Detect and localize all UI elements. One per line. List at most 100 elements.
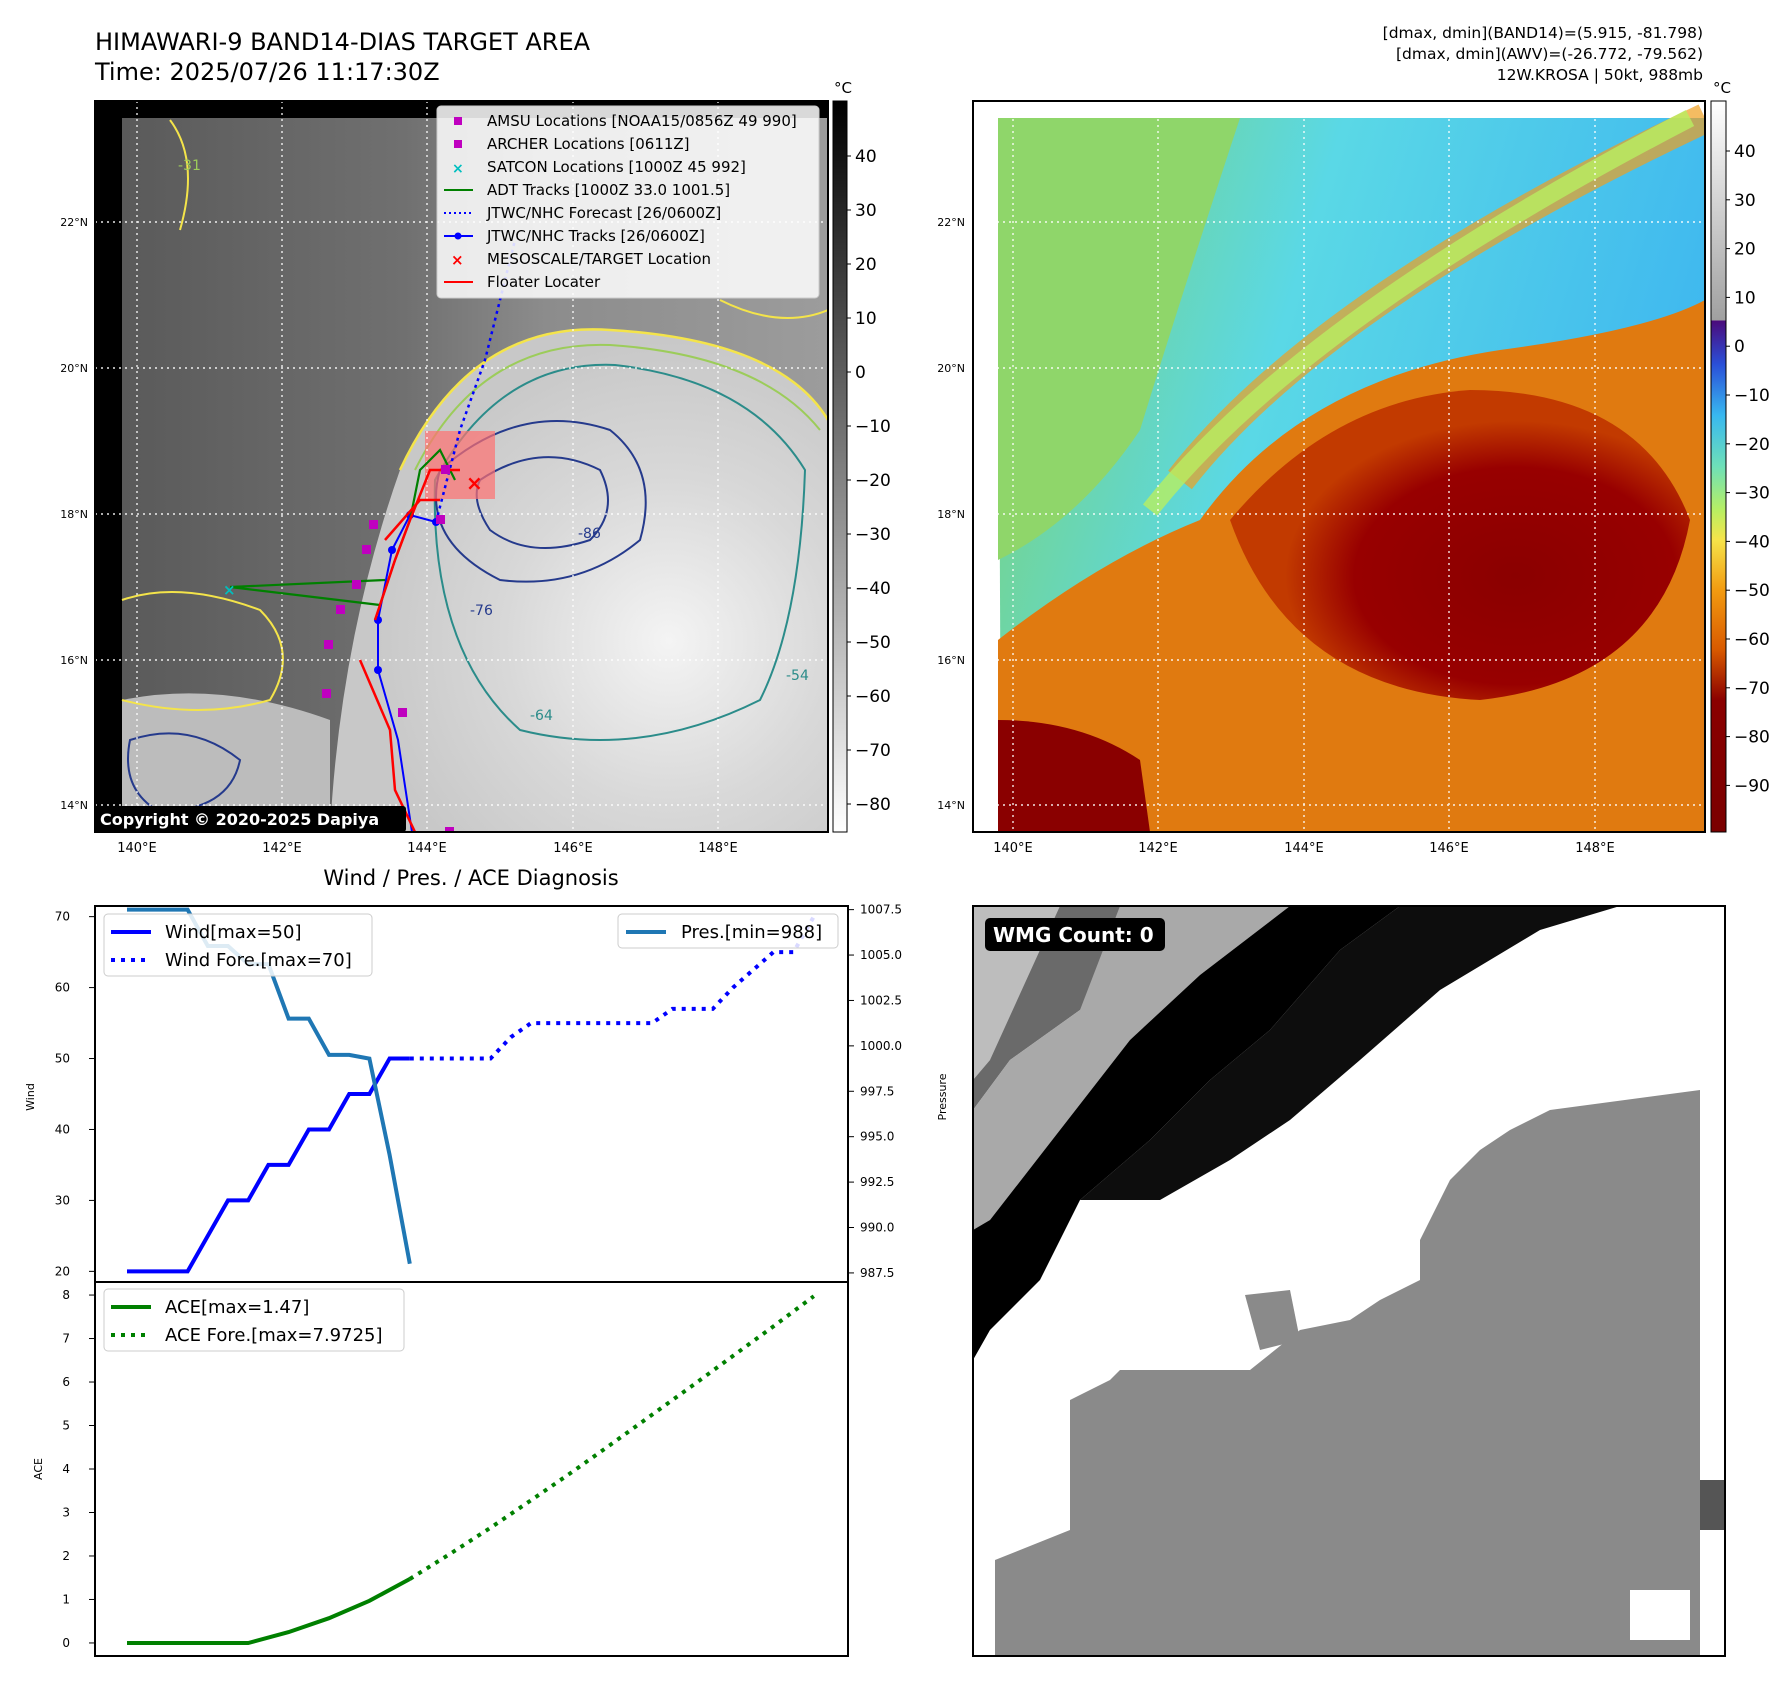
ace-axis-tick-label: 5 [62, 1419, 70, 1433]
figure-time: Time: 2025/07/26 11:17:30Z [94, 58, 440, 86]
pressure-axis-label: Pressure [936, 1073, 949, 1120]
target-marker: × [466, 471, 483, 495]
gray-colorbar-label: −50 [855, 633, 891, 653]
stats-awv: [dmax, dmin](AWV)=(-26.772, -79.562) [1396, 45, 1703, 63]
svg-text:140°E: 140°E [993, 841, 1033, 856]
gray-colorbar-label: −60 [855, 687, 891, 707]
satcon-marker: × [223, 581, 236, 599]
wind-axis-tick-label: 60 [55, 981, 70, 995]
color-colorbar-label: −70 [1734, 679, 1770, 699]
legend-entry-adt: ADT Tracks [1000Z 33.0 1001.5] [444, 181, 730, 199]
gray-colorbar-label: −20 [855, 471, 891, 491]
svg-text:148°E: 148°E [698, 841, 738, 856]
diagnosis-title: Wind / Pres. / ACE Diagnosis [323, 866, 618, 890]
legend-entry-satcon: × SATCON Locations [1000Z 45 992] [452, 158, 746, 177]
color-colorbar-label: 20 [1734, 240, 1756, 260]
gray-colorbar-label: 20 [855, 255, 877, 275]
svg-text:ARCHER Locations [0611Z]: ARCHER Locations [0611Z] [487, 135, 690, 153]
svg-text:144°E: 144°E [1284, 841, 1324, 856]
left-map-lon-labels: 140°E 142°E 144°E 146°E 148°E [117, 841, 738, 856]
svg-text:×: × [451, 251, 464, 269]
svg-text:146°E: 146°E [1429, 841, 1469, 856]
ace-axis-label: ACE [32, 1458, 45, 1480]
wmg-panel: WMG Count: 0 [973, 906, 1725, 1656]
gray-colorbar-label: −80 [855, 795, 891, 815]
legend-wind-forecast: Wind Fore.[max=70] [165, 950, 352, 971]
svg-text:°C: °C [834, 79, 852, 97]
contour-label: -64 [530, 708, 553, 724]
right-map-lat-labels: 22°N 20°N 18°N 16°N 14°N [937, 216, 965, 812]
pressure-axis-tick-label: 1000.0 [860, 1039, 902, 1053]
copyright-box [95, 806, 406, 832]
contour-label: -86 [578, 526, 601, 542]
gray-colorbar: °C 40 30 20 10 0 −10 −20 −30 −40 −50 −60 −70 −80 [832, 79, 891, 833]
ace-legend: ACE[max=1.47] ACE Fore.[max=7.9725] [103, 1288, 405, 1352]
ace-axis-tick-label: 4 [62, 1462, 70, 1476]
gray-colorbar-label: 0 [855, 363, 866, 383]
pressure-axis-tick-label: 990.0 [860, 1221, 894, 1235]
svg-text:Floater Locater: Floater Locater [487, 273, 601, 291]
map-legend: AMSU Locations [NOAA15/0856Z 49 990] ARC… [436, 105, 820, 299]
svg-text:×: × [452, 161, 464, 177]
svg-text:JTWC/NHC Tracks [26/0600Z]: JTWC/NHC Tracks [26/0600Z] [486, 227, 705, 245]
ace-chart: 0 1 2 3 4 5 6 7 8 ACE ACE[max=1.47] ACE Fore.[ma… [32, 1281, 849, 1657]
legend-entry-jtwc-forecast: JTWC/NHC Forecast [26/0600Z] [444, 204, 721, 222]
gray-colorbar-label: 30 [855, 201, 877, 221]
contour-label: -76 [470, 603, 493, 619]
legend-ace-forecast: ACE Fore.[max=7.9725] [165, 1325, 383, 1346]
wind-axis-tick-label: 40 [55, 1122, 70, 1136]
wind-pressure-chart: 20 30 40 50 60 70 1007.5 1005.0 1002.5 1000.0 997… [24, 903, 949, 1283]
svg-text:JTWC/NHC Forecast [26/0600Z]: JTWC/NHC Forecast [26/0600Z] [486, 204, 721, 222]
gray-colorbar-label: −30 [855, 525, 891, 545]
color-colorbar-label: −60 [1734, 630, 1770, 650]
svg-text:140°E: 140°E [117, 841, 157, 856]
legend-entry-jtwc-tracks: JTWC/NHC Tracks [26/0600Z] [444, 227, 705, 245]
svg-text:142°E: 142°E [262, 841, 302, 856]
pressure-axis-tick-label: 1007.5 [860, 903, 902, 917]
pressure-axis-tick-label: 995.0 [860, 1130, 894, 1144]
pressure-axis-tick-label: 1002.5 [860, 993, 902, 1007]
wmg-count: WMG Count: 0 [993, 923, 1154, 947]
svg-text:20°N: 20°N [937, 362, 965, 375]
legend-wind: Wind[max=50] [165, 922, 302, 943]
wind-series-1 [409, 915, 816, 1061]
wind-axis-tick-label: 70 [55, 910, 70, 924]
figure-title: HIMAWARI-9 BAND14-DIAS TARGET AREA [95, 28, 591, 56]
storm-info: 12W.KROSA | 50kt, 988mb [1497, 66, 1703, 84]
color-colorbar-label: −40 [1734, 532, 1770, 552]
svg-text:22°N: 22°N [937, 216, 965, 229]
svg-text:°C: °C [1713, 79, 1731, 97]
svg-text:146°E: 146°E [553, 841, 593, 856]
svg-text:18°N: 18°N [937, 508, 965, 521]
contour-label: -54 [786, 668, 809, 684]
color-colorbar-label: 10 [1734, 288, 1756, 308]
ace-axis-tick-label: 3 [62, 1505, 70, 1519]
legend-entry-amsu: AMSU Locations [NOAA15/0856Z 49 990] [454, 112, 797, 130]
pressure-legend: Pres.[min=988] [617, 913, 839, 949]
svg-text:ADT Tracks [1000Z 33.0 1001.5]: ADT Tracks [1000Z 33.0 1001.5] [487, 181, 730, 199]
left-map-lat-labels: 22°N 20°N 18°N 16°N 14°N [60, 216, 88, 812]
svg-text:22°N: 22°N [60, 216, 88, 229]
color-colorbar-label: −90 [1734, 776, 1770, 796]
legend-pressure: Pres.[min=988] [681, 922, 822, 943]
svg-text:AMSU Locations [NOAA15/0856Z 4: AMSU Locations [NOAA15/0856Z 49 990] [487, 112, 797, 130]
svg-text:18°N: 18°N [60, 508, 88, 521]
legend-entry-floater: Floater Locater [444, 273, 601, 291]
svg-text:20°N: 20°N [60, 362, 88, 375]
svg-text:14°N: 14°N [60, 799, 88, 812]
legend-entry-archer: ARCHER Locations [0611Z] [454, 135, 690, 153]
pressure-axis-tick-label: 987.5 [860, 1266, 894, 1280]
svg-text:16°N: 16°N [60, 654, 88, 667]
awv-map [973, 101, 1705, 832]
pressure-axis-tick-label: 1005.0 [860, 948, 902, 962]
legend-entry-target: × MESOSCALE/TARGET Location [451, 250, 711, 269]
jtwc-forecast-track [434, 239, 517, 523]
color-colorbar-label: −50 [1734, 581, 1770, 601]
svg-text:14°N: 14°N [937, 799, 965, 812]
svg-text:144°E: 144°E [407, 841, 447, 856]
svg-text:16°N: 16°N [937, 654, 965, 667]
color-colorbar: °C 40 30 20 10 0 −10 −20 −30 −40 −50 −60 −70 −80 −90 [1710, 79, 1770, 833]
wind-axis-label: Wind [24, 1083, 37, 1111]
gray-colorbar-label: −70 [855, 741, 891, 761]
ace-axis-tick-label: 0 [62, 1636, 70, 1650]
